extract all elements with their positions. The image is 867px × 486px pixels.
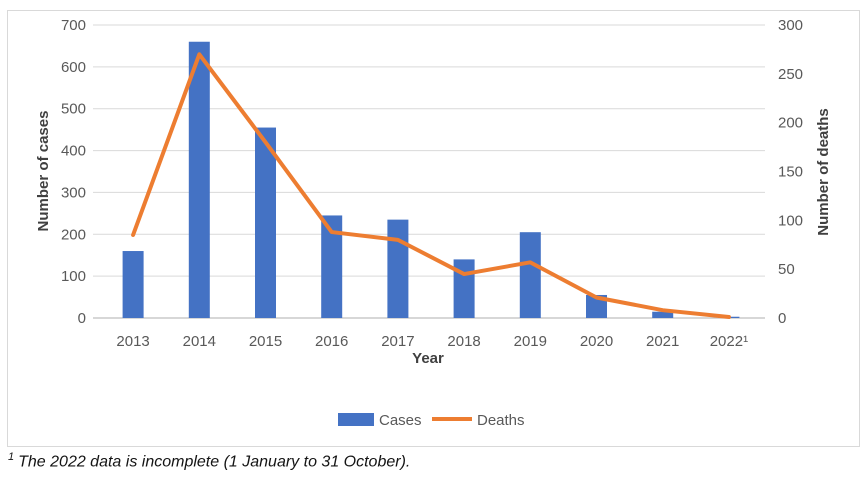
left-axis-tick-label: 400 <box>61 143 86 160</box>
x-axis-label: 2021 <box>646 333 679 350</box>
legend-deaths-label: Deaths <box>477 412 525 429</box>
x-axis-label: 2019 <box>514 333 547 350</box>
left-axis-tick-label: 500 <box>61 101 86 118</box>
legend-cases-swatch <box>338 413 374 426</box>
chart-frame-border <box>7 10 860 447</box>
right-axis-title: Number of deaths <box>815 108 832 236</box>
left-axis-tick-label: 0 <box>78 310 86 327</box>
right-axis-tick-label: 50 <box>778 261 795 278</box>
cases-bar <box>652 311 674 318</box>
x-axis-label: 2015 <box>249 333 282 350</box>
footnote: 1 The 2022 data is incomplete (1 January … <box>8 451 410 471</box>
x-axis-label: 2016 <box>315 333 348 350</box>
deaths-line <box>131 52 731 320</box>
footnote-text: The 2022 data is incomplete (1 January t… <box>18 453 411 471</box>
cases-bar <box>255 127 276 318</box>
cases-bar <box>122 251 144 318</box>
cases-bar <box>519 232 541 318</box>
legend: Cases Deaths <box>338 412 525 429</box>
right-axis-tick-label: 150 <box>778 164 803 181</box>
cases-bar <box>387 219 409 318</box>
cases-bar <box>321 215 343 318</box>
plot-area: 0 100 200 300 400 500 600 700 0 50 100 150 200 250 300… <box>61 17 803 350</box>
x-axis-label: 2022¹ <box>710 333 748 350</box>
x-axis-label: 2018 <box>447 333 480 350</box>
cases-bar <box>188 41 210 318</box>
x-axis-labels: 2013 2014 2015 2016 2017 2018 2019 2020 2021 2022… <box>116 333 748 350</box>
right-axis-tick-label: 300 <box>778 17 803 34</box>
left-axis-tick-label: 700 <box>61 17 86 34</box>
legend-cases-label: Cases <box>379 412 422 429</box>
right-axis-tick-label: 0 <box>778 310 786 327</box>
left-axis-tick-label: 100 <box>61 268 86 285</box>
x-axis-label: 2014 <box>183 333 216 350</box>
footnote-superscript: 1 <box>8 451 15 463</box>
left-axis-tick-label: 200 <box>61 226 86 243</box>
right-axis-tick-label: 200 <box>778 115 803 132</box>
right-axis-tick-labels: 0 50 100 150 200 250 300 <box>778 17 803 327</box>
x-axis-label: 2013 <box>116 333 149 350</box>
x-axis-title: Year <box>412 350 444 367</box>
right-axis-tick-label: 250 <box>778 66 803 83</box>
left-axis-tick-label: 300 <box>61 184 86 201</box>
left-axis-title: Number of cases <box>35 111 52 232</box>
right-axis-tick-label: 100 <box>778 212 803 229</box>
left-axis-tick-labels: 0 100 200 300 400 500 600 700 <box>61 17 86 327</box>
cases-bar <box>586 294 607 318</box>
x-axis-label: 2020 <box>580 333 613 350</box>
x-axis-label: 2017 <box>381 333 414 350</box>
left-axis-tick-label: 600 <box>61 59 86 76</box>
cases-bars <box>122 41 740 318</box>
